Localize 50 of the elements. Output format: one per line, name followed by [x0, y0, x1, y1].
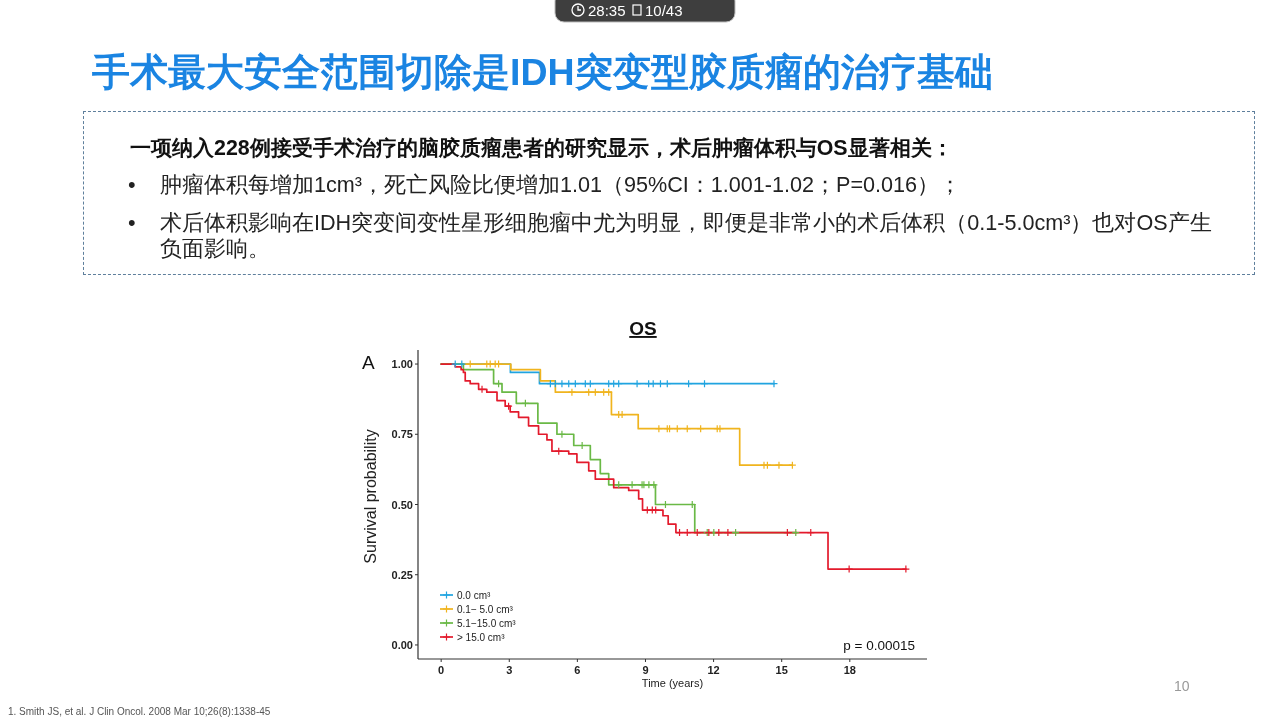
- x-tick-label: 0: [438, 664, 445, 676]
- y-tick-label: 0.75: [391, 428, 413, 441]
- point: [451, 359, 460, 369]
- text: 一项纳入228例接受手术治疗的脑胶质瘤患者的研究显示，术后肿瘤体积与OS显著相关：: [130, 135, 953, 162]
- y-tick-label: 0.00: [391, 638, 413, 651]
- legend-label: > 15.0 cm³: [457, 631, 506, 643]
- text: 10/43: [645, 2, 683, 19]
- point: [774, 461, 784, 470]
- chart-subtitle: OS: [629, 318, 657, 339]
- point: [557, 430, 567, 439]
- point: [466, 359, 475, 369]
- x-tick-label: 9: [642, 664, 649, 676]
- point: [457, 359, 466, 369]
- x-tick-label: 3: [506, 664, 513, 676]
- chart-title: 手术最大安全范围切除是IDH突变型胶质瘤的治疗基础: [92, 50, 993, 95]
- y-tick-label: 1.00: [391, 358, 413, 371]
- point: [769, 379, 779, 388]
- x-tick-label: 12: [707, 664, 720, 676]
- point: [604, 388, 613, 397]
- point: [567, 388, 577, 397]
- point: [845, 565, 854, 574]
- text: 1. Smith JS, et al. J Clin Oncol. 2008 Mar 10;26(8):1338-45: [8, 706, 271, 717]
- text: 10: [1174, 678, 1190, 694]
- point: [654, 424, 663, 433]
- legend-label: 0.0 cm³: [457, 589, 492, 601]
- y-tick-label: 0.50: [391, 498, 413, 511]
- point: [591, 388, 600, 397]
- x-tick-label: 15: [775, 664, 788, 676]
- point: [627, 480, 637, 489]
- x-tick-label: 18: [843, 664, 856, 676]
- text: 28:35: [588, 2, 626, 19]
- point: [644, 480, 653, 489]
- point: [618, 410, 627, 419]
- y-axis-title: Survival probability: [362, 429, 379, 564]
- text: • 肿瘤体积每增加1cm³，死亡风险比便增加1.01（95%CI：1.001-1.02；P=0.016）；: [128, 172, 963, 198]
- point: [901, 565, 910, 574]
- annotation: p = 0.00015: [843, 638, 915, 653]
- point: [584, 388, 593, 397]
- point: [723, 528, 732, 537]
- point: [554, 447, 563, 456]
- x-axis-title: Time (years): [641, 677, 704, 689]
- y-tick-label: 0.25: [391, 568, 413, 581]
- point: [649, 480, 658, 489]
- text: A: [362, 352, 375, 373]
- point: [632, 379, 642, 388]
- point: [557, 379, 567, 388]
- legend-label: 5.1−15.0 cm³: [457, 617, 517, 629]
- text: • 术后体积影响在IDH突变间变性星形细胞瘤中尤为明显，即便是非常小的术后体积（0.1-5.0cm³）也对OS产生负面影响。: [128, 210, 1213, 262]
- x-tick-label: 6: [574, 664, 581, 676]
- legend-label: 0.1− 5.0 cm³: [457, 603, 514, 615]
